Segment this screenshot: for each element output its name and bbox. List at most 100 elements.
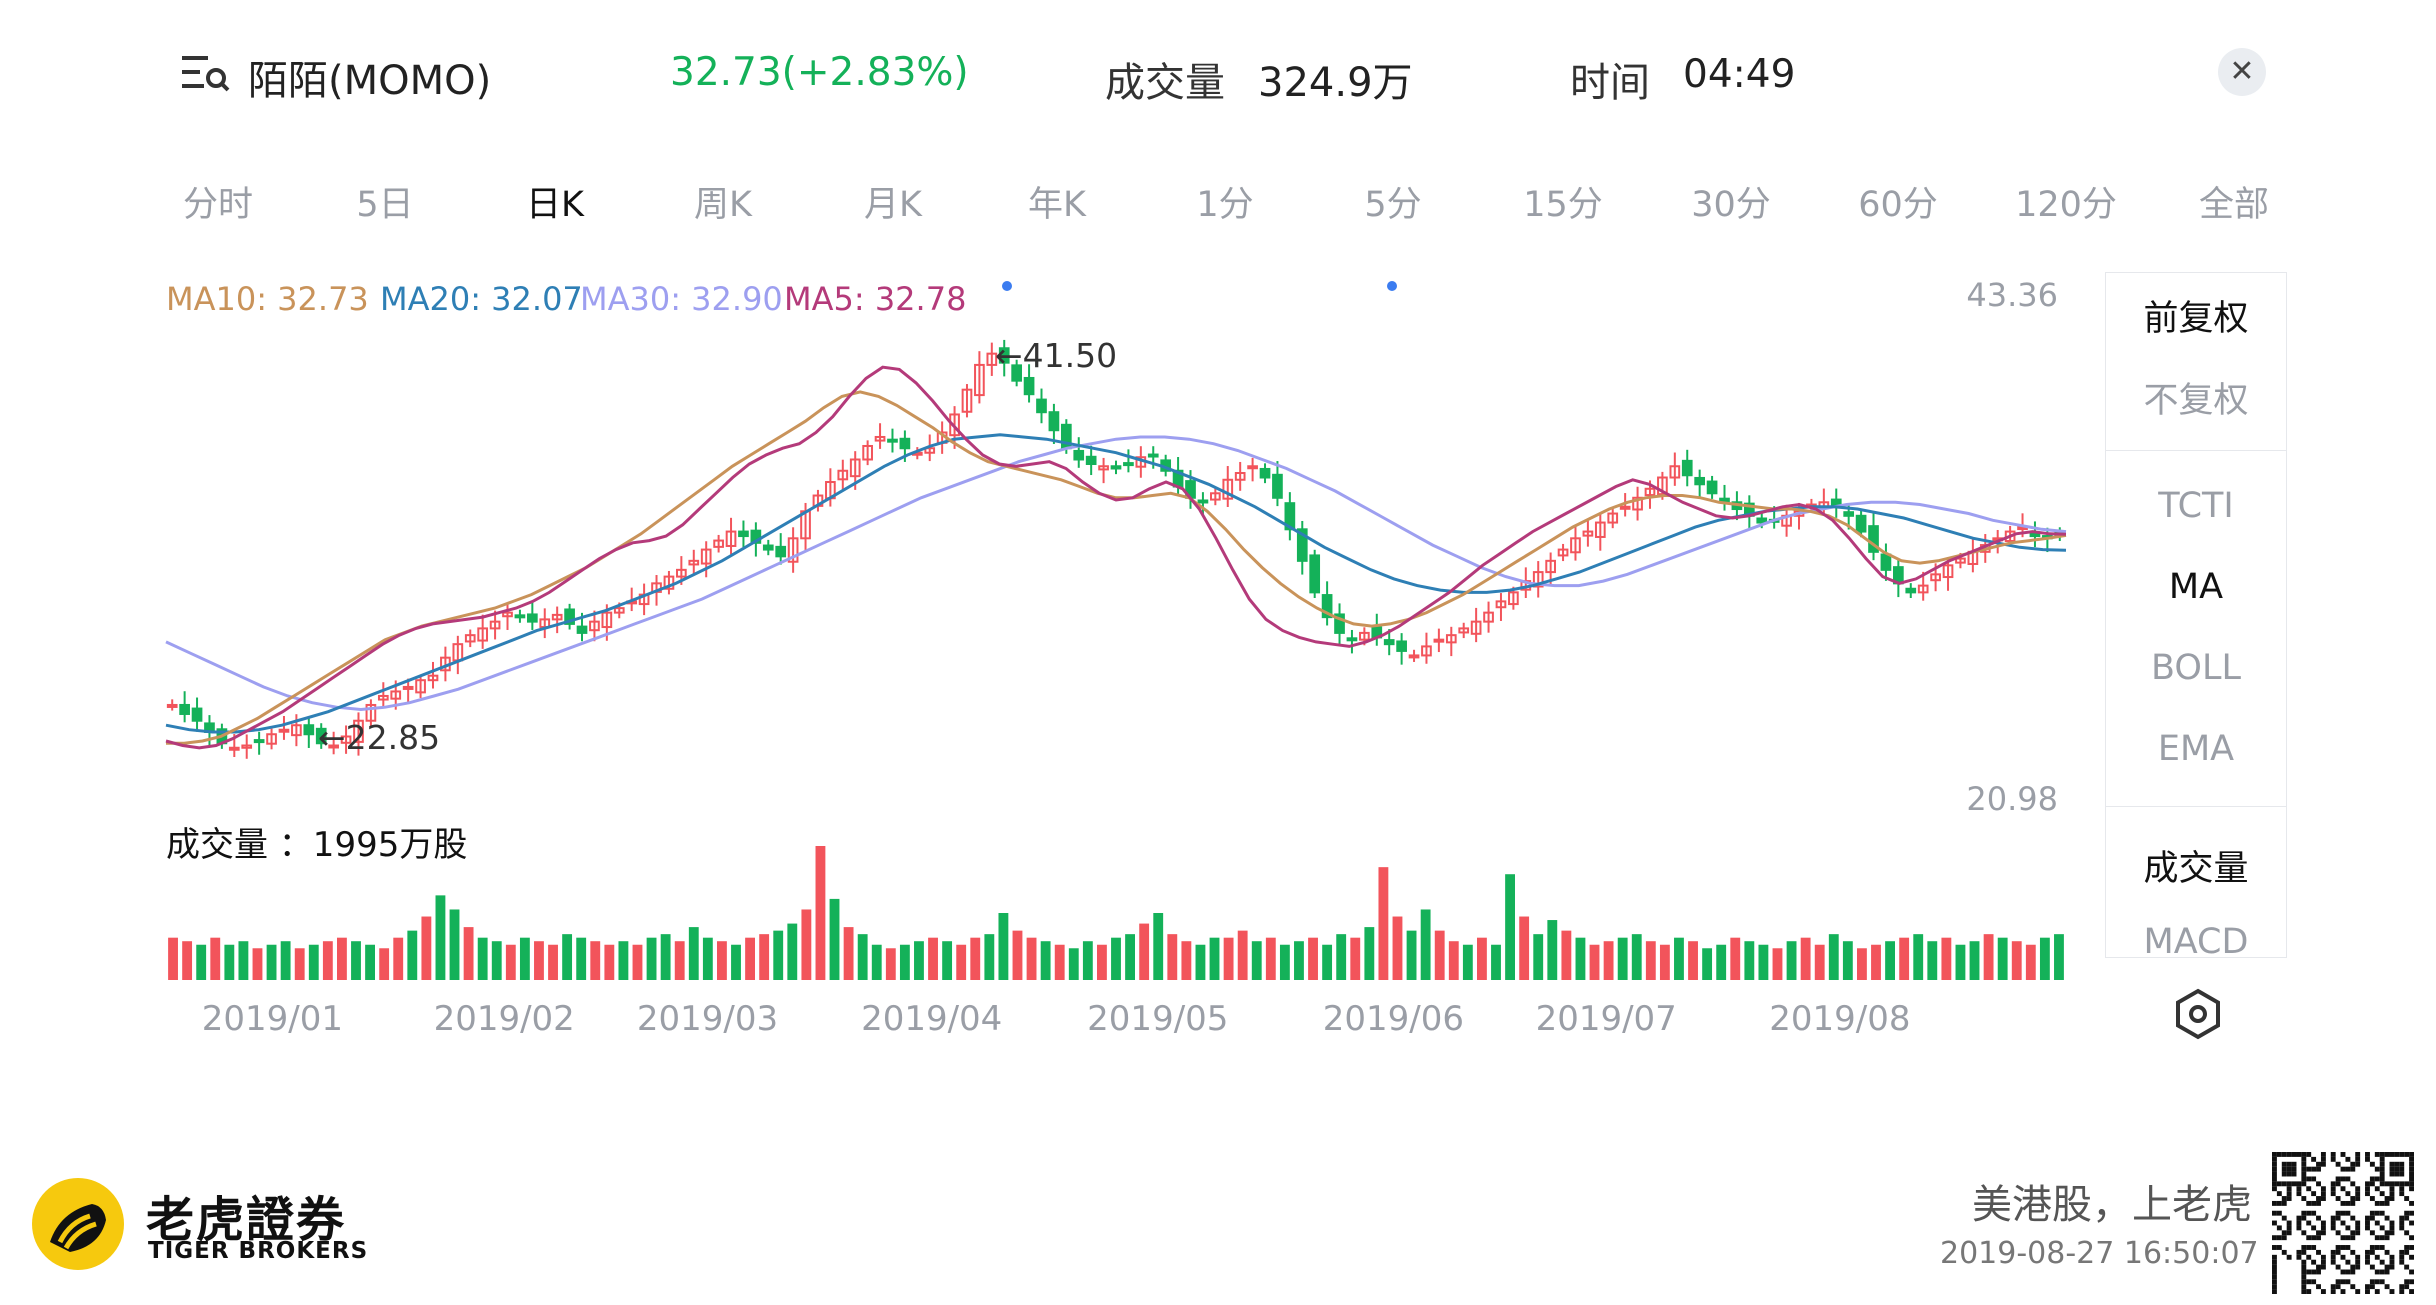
qr-module — [2330, 1254, 2336, 1260]
candle-body — [1098, 465, 1109, 471]
qr-module — [2306, 1176, 2312, 1182]
qr-module — [2301, 1289, 2307, 1294]
qr-module — [2272, 1156, 2277, 1162]
qr-module — [2311, 1279, 2317, 1285]
qr-module — [2409, 1156, 2414, 1162]
volume-bar — [463, 927, 474, 980]
volume-bar — [1533, 934, 1544, 980]
candle-body — [1582, 530, 1594, 537]
tab-30min[interactable]: 30分 — [1691, 185, 1771, 225]
close-button[interactable]: ✕ — [2218, 48, 2266, 96]
tab-all[interactable]: 全部 — [2198, 185, 2270, 225]
volume-bar — [1350, 937, 1361, 980]
tab-yearly-k[interactable]: 年K — [1028, 185, 1086, 225]
tab-1min[interactable]: 1分 — [1196, 185, 1254, 225]
tab-daily-k[interactable]: 日K — [526, 185, 584, 225]
qr-module — [2306, 1210, 2312, 1216]
qr-module — [2389, 1196, 2395, 1201]
tab-fenshi[interactable]: 分时 — [182, 185, 254, 225]
tab-5min[interactable]: 5分 — [1364, 185, 1422, 225]
qr-module — [2350, 1196, 2356, 1201]
qr-module — [2384, 1284, 2390, 1290]
qr-module — [2286, 1161, 2292, 1167]
qr-module — [2296, 1186, 2302, 1192]
qr-module — [2379, 1210, 2385, 1216]
candle-body — [1445, 634, 1457, 644]
qr-module — [2272, 1176, 2277, 1182]
qr-module — [2389, 1166, 2395, 1172]
volume-bar — [548, 944, 558, 980]
qr-module — [2286, 1171, 2292, 1177]
qr-module — [2350, 1200, 2356, 1206]
candle-body — [2004, 530, 2016, 543]
volume-value: 324.9万 — [1258, 60, 1413, 106]
candle-body — [415, 679, 426, 694]
hexagon-settings-icon[interactable] — [2172, 988, 2224, 1040]
qr-module — [2291, 1166, 2297, 1172]
volume-bar — [1209, 937, 1220, 980]
qr-module — [2350, 1161, 2356, 1167]
tab-120min[interactable]: 120分 — [2015, 185, 2117, 225]
candle-body — [1110, 465, 1122, 470]
volume-bar — [1702, 948, 1713, 980]
tab-5day[interactable]: 5日 — [356, 185, 414, 225]
qr-module — [2311, 1176, 2317, 1182]
qr-module — [2320, 1264, 2326, 1270]
qr-module — [2340, 1166, 2346, 1172]
qr-module — [2330, 1181, 2336, 1187]
candle-body — [1632, 496, 1643, 511]
qr-module — [2369, 1284, 2375, 1290]
list-search-icon[interactable] — [180, 52, 230, 96]
volume-bar — [1012, 930, 1023, 980]
x-tick-label: 2019/07 — [1536, 999, 1677, 1039]
ma5-line — [165, 365, 2067, 750]
candle-body — [1011, 364, 1022, 382]
qr-module — [2384, 1249, 2390, 1255]
qr-module — [2306, 1186, 2312, 1192]
qr-module — [2384, 1200, 2390, 1206]
qr-module — [2311, 1166, 2317, 1172]
volume-bar — [182, 941, 193, 980]
volume-bar — [1857, 948, 1867, 980]
tab-weekly-k[interactable]: 周K — [694, 185, 752, 225]
qr-module — [2335, 1279, 2341, 1285]
candle-body — [1222, 478, 1234, 500]
sub-indicator-macd[interactable]: MACD — [2143, 922, 2249, 962]
candle-body — [713, 539, 724, 548]
stock-name[interactable]: 陌陌(MOMO) — [248, 58, 492, 104]
qr-module — [2345, 1156, 2351, 1162]
qr-module — [2330, 1152, 2336, 1157]
indicator-tcti[interactable]: TCTI — [2158, 486, 2234, 526]
volume-bar — [1688, 941, 1698, 980]
volume-bar — [238, 941, 249, 980]
x-tick-label: 2019/05 — [1087, 999, 1228, 1039]
event-marker[interactable] — [1002, 281, 1012, 291]
sub-indicator-volume[interactable]: 成交量 — [2143, 849, 2249, 889]
tab-60min[interactable]: 60分 — [1858, 185, 1938, 225]
indicator-ema[interactable]: EMA — [2157, 729, 2235, 769]
qr-module — [2389, 1171, 2395, 1177]
qr-module — [2384, 1152, 2390, 1157]
close-icon: ✕ — [2229, 54, 2255, 89]
event-marker[interactable] — [1387, 281, 1397, 291]
adjust-none[interactable]: 不复权 — [2143, 381, 2249, 421]
qr-module — [2374, 1176, 2380, 1182]
kline-chart[interactable]: MA10: 32.73 MA20: 32.07 MA30: 32.90 MA5:… — [0, 0, 2436, 1100]
tab-monthly-k[interactable]: 月K — [864, 185, 922, 225]
qr-module — [2365, 1186, 2370, 1192]
candle-body — [1694, 476, 1706, 486]
qr-module — [2404, 1152, 2410, 1157]
volume-bar — [2025, 944, 2036, 980]
x-tick-label: 2019/08 — [1769, 999, 1910, 1039]
ma20-line — [165, 433, 2067, 734]
indicator-ma[interactable]: MA — [2168, 567, 2224, 607]
tab-15min[interactable]: 15分 — [1523, 185, 1603, 225]
qr-module — [2286, 1196, 2292, 1201]
indicator-boll[interactable]: BOLL — [2151, 648, 2241, 688]
qr-module — [2355, 1259, 2361, 1265]
candle-body — [179, 703, 190, 715]
adjust-forward[interactable]: 前复权 — [2143, 299, 2249, 339]
qr-module — [2389, 1225, 2395, 1231]
qr-module — [2399, 1161, 2405, 1167]
qr-module — [2369, 1249, 2375, 1255]
